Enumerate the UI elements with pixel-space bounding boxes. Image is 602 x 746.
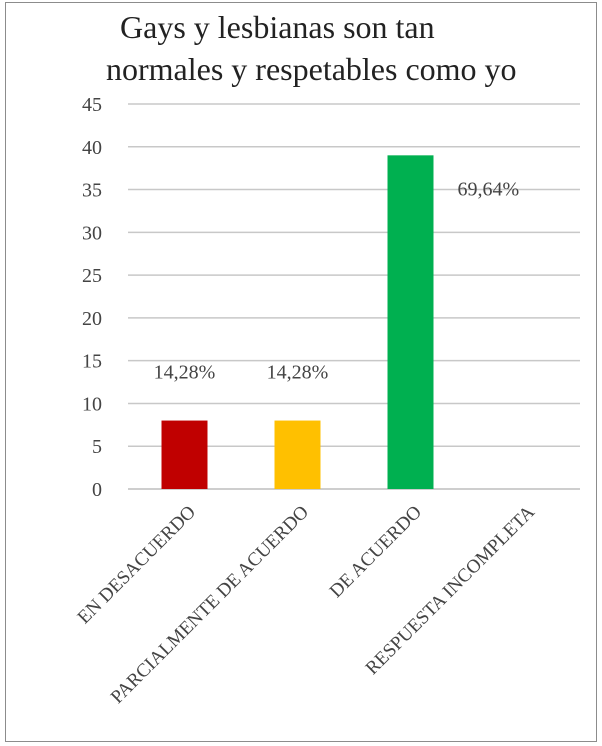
chart-frame — [5, 2, 597, 742]
chart-title-line-2: normales y respetables como yo — [106, 51, 517, 87]
chart-title-line-1: Gays y lesbianas son tan — [120, 9, 435, 45]
y-axis-ticks: 0 5 10 15 20 25 30 35 40 45 — [82, 94, 102, 501]
y-tick-label: 35 — [82, 180, 102, 202]
category-label: DE ACUERDO — [326, 502, 426, 602]
y-tick-label: 40 — [82, 137, 102, 159]
y-tick-label: 5 — [92, 436, 102, 458]
bars — [161, 155, 434, 490]
data-labels: 14,28% 14,28% 69,64% — [154, 178, 520, 383]
data-label: 69,64% — [458, 178, 520, 200]
y-tick-label: 10 — [82, 393, 102, 415]
bar — [387, 155, 434, 490]
category-label: EN DESACUERDO — [74, 502, 200, 628]
y-tick-label: 20 — [82, 308, 102, 330]
data-label: 14,28% — [154, 362, 216, 384]
y-tick-label: 25 — [82, 265, 102, 287]
y-tick-label: 0 — [92, 479, 102, 501]
y-tick-label: 30 — [82, 222, 102, 244]
bar — [274, 420, 321, 489]
bar — [161, 420, 208, 489]
y-tick-label: 45 — [82, 94, 102, 116]
data-label: 14,28% — [267, 362, 329, 384]
category-label: PARCIALMENTE DE ACUERDO — [107, 502, 313, 708]
y-tick-label: 15 — [82, 351, 102, 373]
